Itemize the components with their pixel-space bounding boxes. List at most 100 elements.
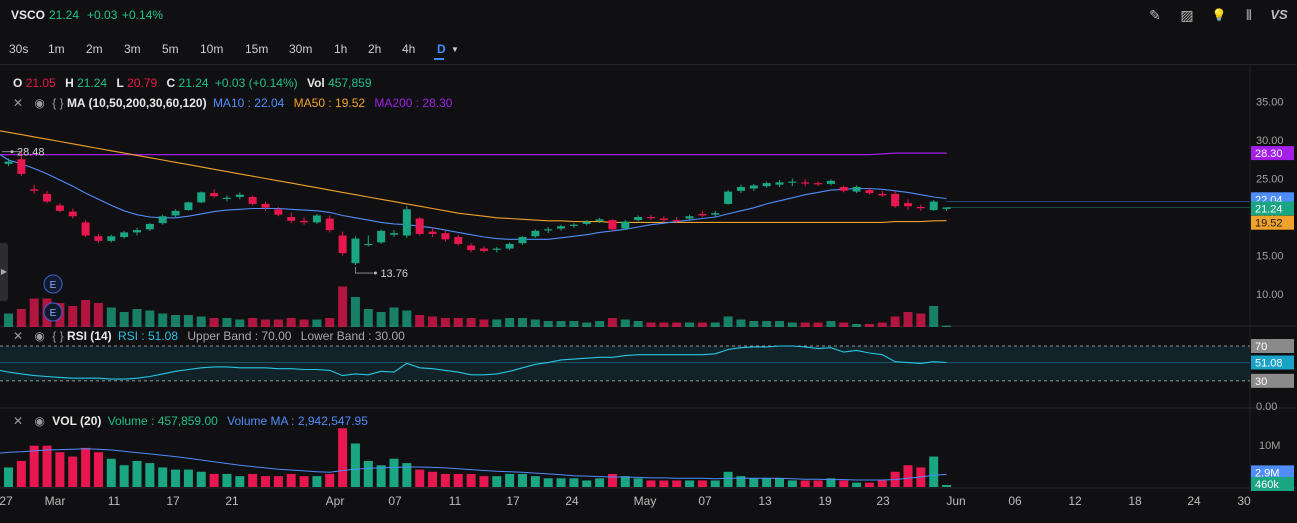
candle-body <box>133 230 141 233</box>
pencil-icon[interactable]: ✎ <box>1149 7 1161 23</box>
x-axis-label: May <box>634 494 657 508</box>
volume-bar <box>171 469 181 487</box>
settings-braces-icon[interactable]: { } <box>52 329 64 343</box>
tf-1h[interactable]: 1h <box>334 42 348 56</box>
tf-15m[interactable]: 15m <box>245 42 269 56</box>
candle-body <box>492 248 501 250</box>
main-volume-bar <box>312 319 322 327</box>
rsi-lower-band: Lower Band : 30.00 <box>300 329 405 343</box>
candle-body <box>235 194 244 197</box>
candle-body <box>647 217 655 219</box>
candlestick-icon[interactable]: ⫴ <box>1246 7 1252 23</box>
close-icon[interactable]: ✕ <box>13 329 24 343</box>
main-volume-bar <box>415 315 425 327</box>
volume-bar <box>119 465 129 487</box>
vol-indicator-name[interactable]: VOL (20) <box>52 414 102 428</box>
main-volume-bar <box>376 312 386 327</box>
low-marker-line <box>355 267 374 274</box>
volume-bar <box>595 478 605 487</box>
symbol-name[interactable]: VSCO <box>11 8 46 22</box>
main-volume-bar <box>145 310 155 327</box>
visibility-icon[interactable]: ◉ <box>34 96 45 110</box>
volume-bar <box>697 480 707 487</box>
main-volume-bar <box>826 321 836 327</box>
volume-bar <box>620 476 630 487</box>
earnings-label: E <box>50 280 57 291</box>
price-axis-tick: 35.00 <box>1256 97 1284 109</box>
main-volume-bar <box>929 306 939 327</box>
tf-30m[interactable]: 30m <box>289 42 313 56</box>
volume-bar <box>415 469 425 487</box>
tf-d[interactable]: D <box>437 42 446 56</box>
volume-ma-line-extension <box>0 451 9 454</box>
chevron-down-icon[interactable]: ▼ <box>451 45 459 54</box>
rsi-legend: ✕ ◉ { } RSI (14) RSI : 51.08 Upper Band … <box>13 329 405 343</box>
candle-body <box>595 219 604 221</box>
tf-30s[interactable]: 30s <box>9 42 29 56</box>
tf-3m[interactable]: 3m <box>124 42 141 56</box>
main-volume-bar <box>890 316 900 327</box>
candle-body <box>826 180 835 184</box>
chart-area-icon[interactable]: ▨ <box>1180 7 1194 23</box>
ma200-badge: 28.30 <box>1255 148 1283 160</box>
volume-bar <box>736 476 746 487</box>
main-volume-bar <box>672 322 682 327</box>
main-volume-bar <box>505 318 515 327</box>
candle-body <box>608 220 617 230</box>
high-marker-dot <box>10 150 14 154</box>
candle-body <box>30 189 39 191</box>
ma-indicator-name[interactable]: MA (10,50,200,30,60,120) <box>66 96 207 110</box>
volume-bar <box>864 482 874 487</box>
tf-2m[interactable]: 2m <box>86 42 103 56</box>
main-volume-bar <box>903 312 913 327</box>
x-axis-label: 18 <box>1128 494 1142 508</box>
rsi-indicator-name[interactable]: RSI (14) <box>66 329 112 343</box>
visibility-icon[interactable]: ◉ <box>34 414 45 428</box>
tf-2h[interactable]: 2h <box>368 42 382 56</box>
close-value: 21.24 <box>178 76 209 90</box>
volume-bar <box>183 469 193 487</box>
tf-4h[interactable]: 4h <box>402 42 416 56</box>
ma-legend: ✕ ◉ { } MA (10,50,200,30,60,120) MA10 : … <box>13 96 452 110</box>
volume-bar <box>325 473 335 487</box>
tf-1m[interactable]: 1m <box>48 42 65 56</box>
volume-bar <box>826 478 836 487</box>
rsi-line-extension <box>0 369 9 373</box>
close-icon[interactable]: ✕ <box>13 96 24 110</box>
settings-braces-icon[interactable]: { } <box>52 96 64 110</box>
candle-body <box>415 218 424 234</box>
main-volume-bar <box>595 321 605 327</box>
volume-bar <box>762 478 772 487</box>
rsi-band-fill <box>0 346 1250 381</box>
candle-body <box>312 215 321 223</box>
volume-bar <box>530 476 540 487</box>
main-volume-bar <box>864 324 874 327</box>
symbol-header: VSCO 21.24 +0.03 +0.14% ✎ ▨ 💡 ⫴ VS <box>0 0 1297 30</box>
volume-bar <box>132 460 142 487</box>
visibility-icon[interactable]: ◉ <box>34 329 45 343</box>
main-volume-bar <box>569 321 579 327</box>
candle-body <box>454 237 463 244</box>
candle-body <box>222 197 231 199</box>
candle-body <box>338 235 347 254</box>
main-volume-bar <box>235 319 245 327</box>
main-volume-bar <box>582 322 592 327</box>
volume-bar <box>196 471 206 487</box>
vol-current: Volume : 457,859.00 <box>107 414 218 428</box>
close-icon[interactable]: ✕ <box>13 414 24 428</box>
candle-body <box>325 218 334 231</box>
ma200-line <box>8 152 947 156</box>
high-label: 28.48 <box>17 147 45 159</box>
tf-5m[interactable]: 5m <box>162 42 179 56</box>
volume-bar <box>68 456 78 487</box>
lightbulb-icon[interactable]: 💡 <box>1211 8 1227 22</box>
main-volume-bar <box>81 300 91 327</box>
candle-body <box>891 193 900 207</box>
candle-body <box>261 203 270 208</box>
volume-ma-badge: 2.9M <box>1255 467 1279 479</box>
vs-compare-icon[interactable]: VS <box>1270 7 1288 22</box>
sidebar-expand-handle[interactable]: ▶ <box>0 243 8 301</box>
main-volume-bar <box>350 297 360 327</box>
tf-10m[interactable]: 10m <box>200 42 224 56</box>
